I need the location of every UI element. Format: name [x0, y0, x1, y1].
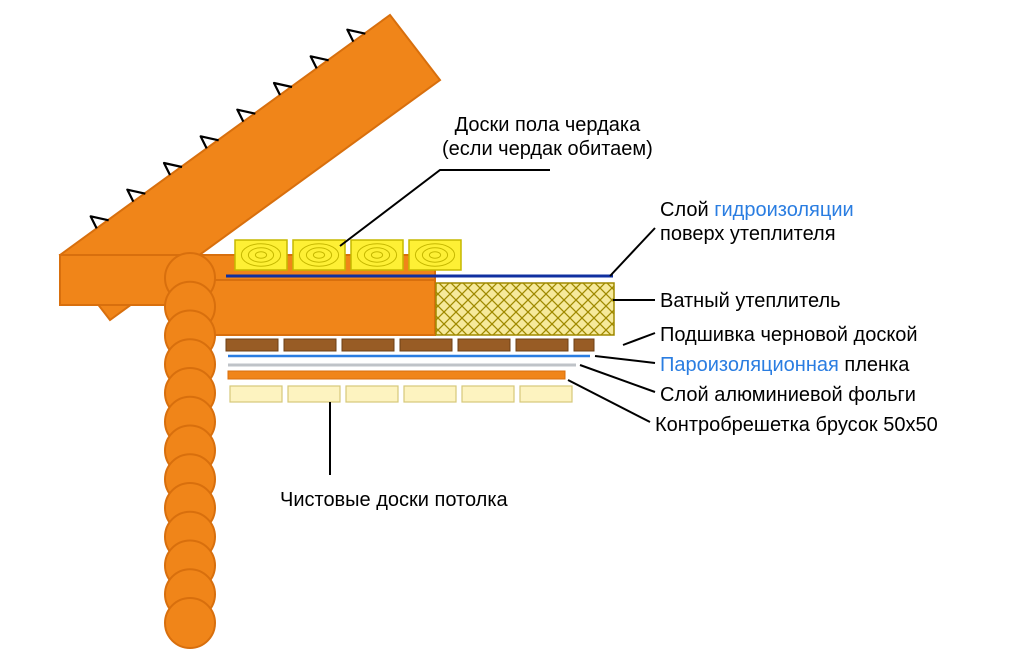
label-attic-boards: Доски пола чердака (если чердак обитаем) — [442, 113, 653, 161]
ceiling-board — [230, 386, 282, 402]
text-part: пленка — [839, 354, 910, 376]
label-counter: Контробрешетка брусок 50х50 — [655, 413, 938, 437]
rough-board — [516, 339, 568, 351]
text-line: Ватный утеплитель — [660, 290, 841, 312]
rough-board — [226, 339, 278, 351]
label-rough: Подшивка черновой доской — [660, 323, 918, 347]
counter-batten — [228, 371, 565, 379]
leader-line — [580, 365, 655, 392]
log — [165, 598, 215, 648]
ceiling-board — [462, 386, 514, 402]
text-line: Доски пола чердака — [455, 114, 641, 136]
ceiling-board — [346, 386, 398, 402]
text-line: Слой алюминиевой фольги — [660, 384, 916, 406]
ceiling-board — [404, 386, 456, 402]
text-part: Слой — [660, 199, 714, 221]
attic-board — [235, 240, 287, 270]
ceiling-board — [288, 386, 340, 402]
leader-line — [623, 333, 655, 345]
leader-line — [610, 228, 655, 276]
text-line: Подшивка черновой доской — [660, 324, 918, 346]
text-line: поверх утеплителя — [660, 223, 836, 245]
rough-board — [574, 339, 594, 351]
text-line: Контробрешетка брусок 50х50 — [655, 414, 938, 436]
label-wool: Ватный утеплитель — [660, 289, 841, 313]
label-ceiling: Чистовые доски потолка — [280, 488, 508, 512]
joist — [200, 280, 435, 335]
leader-line — [595, 356, 655, 363]
ceiling-board — [520, 386, 572, 402]
label-vapor: Пароизоляционная пленка — [660, 353, 909, 377]
text-highlight: Пароизоляционная — [660, 354, 839, 376]
attic-board — [409, 240, 461, 270]
text-line: Чистовые доски потолка — [280, 489, 508, 511]
rough-board — [400, 339, 452, 351]
insulation — [436, 283, 614, 335]
attic-board — [351, 240, 403, 270]
leader-line — [340, 170, 550, 246]
label-hydro: Слой гидроизоляции поверх утеплителя — [660, 198, 854, 246]
label-foil: Слой алюминиевой фольги — [660, 383, 916, 407]
rough-board — [458, 339, 510, 351]
text-line: (если чердак обитаем) — [442, 138, 653, 160]
rough-board — [284, 339, 336, 351]
text-highlight: гидроизоляции — [714, 199, 853, 221]
attic-board — [293, 240, 345, 270]
rough-board — [342, 339, 394, 351]
